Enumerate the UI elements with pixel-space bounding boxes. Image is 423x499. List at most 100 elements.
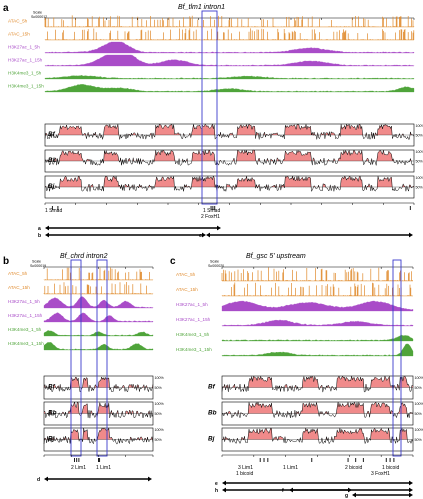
region-arrow-c-head-left [206, 232, 210, 238]
region-arrow-a-head-left [45, 225, 49, 231]
histone-track-c-5 [221, 343, 414, 357]
conservation-b-Bf-conservation-line [43, 375, 154, 393]
scaffold-label-c: Sc000020 [208, 264, 224, 268]
track-label-b-5: H3K4me3_1_15h [8, 341, 44, 346]
conservation-b-Bf-pct-high: 100% [155, 376, 165, 380]
conservation-c-Bj-pct-low: 50% [415, 438, 423, 442]
conservation-c-Bf-pct-low: 50% [415, 386, 423, 390]
histone-track-b-3 [43, 312, 154, 323]
histone-track-b-5 [43, 342, 154, 351]
binding-site-label-c-0: 3 Lim1 [238, 465, 253, 471]
highlight-box-b-0 [70, 259, 82, 457]
track-label-c-3: H3K27ac_1_15h [176, 317, 211, 322]
binding-site-label-c-5: 3 FoxH1 [371, 471, 390, 477]
species-label-b-Bf: Bf [48, 384, 56, 391]
track-label-b-1: ATAC_15h [8, 285, 30, 290]
track-label-c-4: H3K4me3_1_5h [176, 332, 210, 337]
histone-track-a-2 [44, 41, 415, 54]
conservation-b-Bj-pct-high: 100% [155, 428, 165, 432]
binding-site-label-a-1: 1 Smad [203, 208, 220, 214]
conservation-c-Bb-conservation-line [221, 401, 414, 419]
track-label-c-2: H3K27ac_1_5h [176, 302, 208, 307]
track-label-a-2: H3K27ac_1_5h [8, 44, 40, 49]
histone-track-b-4 [43, 330, 154, 337]
region-letter-b: b [38, 233, 41, 239]
track-label-b-0: ATAC_5h [8, 271, 28, 276]
conservation-a-Bb-pct-low: 50% [416, 160, 423, 164]
atac-track-b-0 [43, 267, 154, 280]
conservation-b-Bb-conservation-line [43, 401, 154, 419]
binding-site-label-c-3: 2 bicoid [345, 465, 362, 471]
track-label-a-1: ATAC_15h [8, 31, 30, 36]
conservation-c-Bb-pct-low: 50% [415, 412, 423, 416]
panel-title-a: Bf_tlm1 intron1 [178, 4, 225, 11]
conservation-a-Bj-pct-low: 50% [416, 186, 423, 190]
track-label-a-5: H3K4me3_1_15h [8, 83, 44, 88]
conservation-c-Bb-conserved-fill [222, 402, 413, 414]
panel-title-b: Bf_chrd intron2 [60, 253, 108, 260]
highlight-box-c-0 [392, 259, 402, 457]
conservation-c-Bj-conserved-fill [223, 428, 412, 440]
region-arrow-e-head-left [222, 480, 226, 486]
region-arrow-e-head-right [409, 480, 413, 486]
conservation-c-Bf-pct-high: 100% [415, 376, 423, 380]
conservation-b-Bj-conserved-fill [44, 428, 153, 440]
track-label-a-0: ATAC_5h [8, 18, 28, 23]
conservation-a-Bj-conservation-line [44, 175, 415, 193]
conservation-b-Bb-pct-low: 50% [155, 412, 163, 416]
atac-track-c-0 [221, 267, 413, 281]
atac-track-a-0 [44, 15, 415, 27]
atac-track-b-1 [43, 282, 154, 294]
track-label-c-1: ATAC_15h [176, 287, 198, 292]
region-arrow-d-head-right [148, 476, 152, 482]
species-label-c-Bb: Bb [208, 410, 217, 417]
species-label-b-Bj: Bj [48, 436, 55, 443]
region-arrow-a-head-right [217, 225, 221, 231]
binding-site-label-b-1: 1 Lim1 [96, 465, 111, 471]
region-letter-c: c [199, 233, 202, 239]
histone-track-a-4 [44, 75, 415, 80]
region-arrow-g-head-right [409, 492, 413, 498]
binding-site-label-c-2: 1 Lim1 [283, 465, 298, 471]
conservation-a-Bf-pct-high: 100% [416, 124, 423, 128]
region-arrow-c-head-right [409, 232, 413, 238]
histone-track-c-3 [221, 319, 414, 327]
track-label-c-0: ATAC_5h [176, 272, 196, 277]
conservation-c-Bj-conservation-line [221, 427, 414, 445]
conservation-a-Bf-pct-low: 50% [416, 134, 423, 138]
scaffold-label-b: Sc000019 [30, 264, 46, 268]
species-label-c-Bj: Bj [208, 436, 215, 443]
binding-site-label-b-0: 2 Lim1 [71, 465, 86, 471]
conservation-b-Bb-pct-high: 100% [155, 402, 165, 406]
conservation-a-Bj-pct-high: 100% [416, 176, 423, 180]
conservation-b-Bf-pct-low: 50% [155, 386, 163, 390]
track-label-b-4: H3K4me3_1_5h [8, 327, 42, 332]
conservation-c-Bj-pct-high: 100% [415, 428, 423, 432]
scale-label-b: Scale [32, 260, 41, 264]
conservation-c-Bb-pct-high: 100% [415, 402, 423, 406]
panel-letter-c: c [170, 256, 176, 267]
track-label-b-3: H3K27ac_1_15h [8, 313, 43, 318]
conservation-c-Bf-conservation-line [221, 375, 413, 393]
track-label-b-2: H3K27ac_1_5h [8, 299, 40, 304]
binding-site-label-c-4: 1 bicoid [382, 465, 399, 471]
atac-track-c-1 [221, 282, 413, 296]
region-letter-h: h [215, 488, 218, 494]
conservation-a-Bb-pct-high: 100% [416, 150, 423, 154]
conservation-a-Bb-conserved-fill [45, 150, 412, 161]
region-letter-f: f [282, 488, 284, 494]
track-label-a-3: H3K27ac_1_15h [8, 57, 43, 62]
region-letter-d: d [37, 477, 40, 483]
histone-track-c-4 [221, 334, 414, 342]
atac-track-a-1 [44, 28, 415, 40]
panel-letter-a: a [3, 3, 9, 14]
species-label-c-Bf: Bf [208, 384, 216, 391]
region-arrow-b-head-left [45, 232, 49, 238]
region-arrow-b-head-right [202, 232, 206, 238]
conservation-a-Bb-conservation-line [44, 149, 415, 166]
binding-site-label-a-2: 2 FoxH1 [201, 214, 220, 220]
